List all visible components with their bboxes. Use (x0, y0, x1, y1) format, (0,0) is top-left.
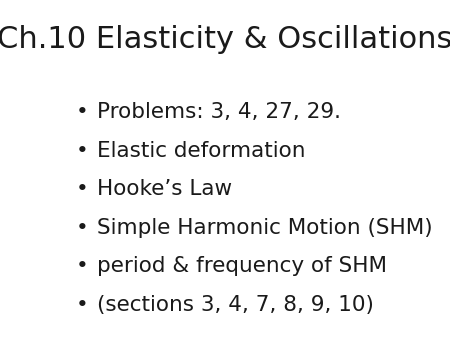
Text: •: • (76, 102, 88, 122)
Text: •: • (76, 179, 88, 199)
Text: •: • (76, 256, 88, 276)
Text: Problems: 3, 4, 27, 29.: Problems: 3, 4, 27, 29. (97, 102, 341, 122)
Text: Simple Harmonic Motion (SHM): Simple Harmonic Motion (SHM) (97, 218, 433, 238)
Text: •: • (76, 141, 88, 161)
Text: •: • (76, 295, 88, 315)
Text: Elastic deformation: Elastic deformation (97, 141, 306, 161)
Text: (sections 3, 4, 7, 8, 9, 10): (sections 3, 4, 7, 8, 9, 10) (97, 295, 374, 315)
Text: period & frequency of SHM: period & frequency of SHM (97, 256, 387, 276)
Text: Ch.10 Elasticity & Oscillations: Ch.10 Elasticity & Oscillations (0, 25, 450, 54)
Text: •: • (76, 218, 88, 238)
Text: Hooke’s Law: Hooke’s Law (97, 179, 232, 199)
